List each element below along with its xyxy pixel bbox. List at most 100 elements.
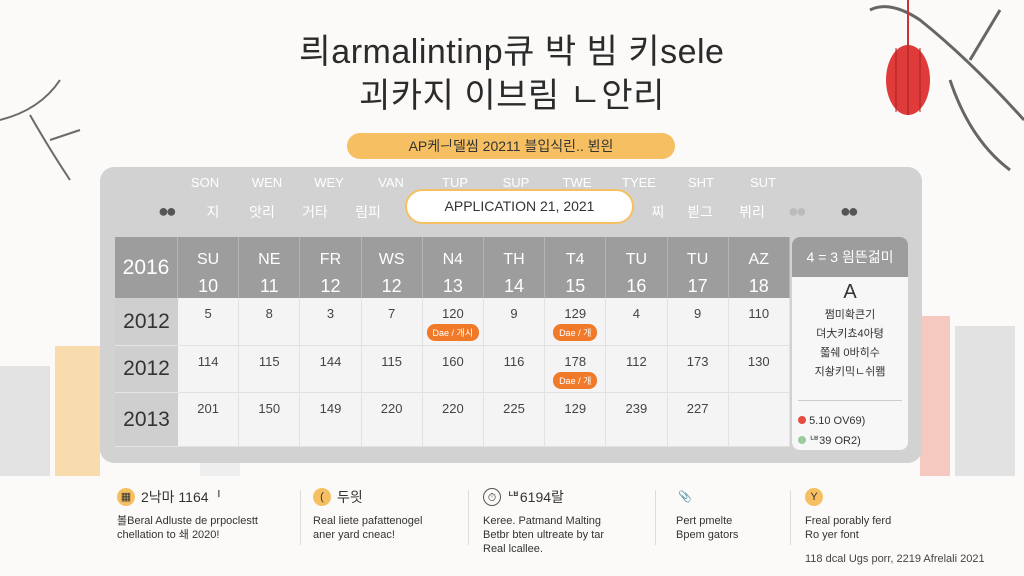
pin-icon: Y [805,488,823,506]
nav-label[interactable]: 찌 [651,204,665,220]
calendar-cell[interactable]: 4 [606,298,668,346]
nav-label[interactable]: 거타 [302,204,328,220]
nav-label[interactable]: 뷔리 [739,204,765,220]
calendar-cell[interactable]: 9 [667,298,729,346]
calendar-cell[interactable]: 173 [667,346,729,393]
calendar-cell[interactable]: 115 [361,346,423,393]
day-name: SHT [688,175,714,190]
prev-arrow-icon[interactable]: ●● [158,201,177,221]
calendar-cell[interactable]: 3 [300,298,362,346]
cell-value: 120 [441,306,464,321]
row-year: 2012 [115,298,178,346]
calendar-cell[interactable]: 149 [300,393,362,447]
timer-icon: ⏱ [483,488,501,506]
calendar-cell[interactable]: 7 [361,298,423,346]
nav-label[interactable]: 븯그 [687,204,713,220]
column-date: 12 [320,276,341,296]
calendar-cell[interactable]: 220 [361,393,423,447]
info-block: (두읫 Real liete pafattenogel aner yard cne… [313,488,423,541]
calendar-cell[interactable]: 144 [300,346,362,393]
cell-value: 115 [381,354,403,369]
calendar-cell[interactable]: 225 [483,393,546,447]
info-block: 📎 Pert pmelte Bpem gators [676,488,786,542]
cell-value: 239 [625,401,648,416]
calendar-grid: 2016 SU 10 NE 11 FR 12 WS 12 N4 13 TH 14 T4 15 TU 16 TU 17… [115,237,790,447]
calendar-cell[interactable]: 227 [667,393,729,447]
cell-value: 4 [632,306,641,321]
headline-line-1: 릐armalintinp큐 박 빔 키sele [299,33,725,71]
calendar-cell[interactable]: 130 [728,346,790,393]
calendar-cell[interactable]: 115 [239,346,301,393]
calendar-cell[interactable]: 160 [422,346,484,393]
cell-value: 227 [686,401,709,416]
side-panel-letter: A [843,281,857,303]
calendar-cell[interactable] [728,393,790,447]
column-header[interactable]: FR 12 [300,237,362,298]
nav-label[interactable]: 앗리 [249,204,275,220]
day-name: SUP [502,175,530,190]
calendar-cell[interactable]: 129 [545,393,607,447]
cell-value: 220 [441,401,464,416]
column-header[interactable]: TU 17 [667,237,729,298]
cell-value: 112 [626,354,647,369]
cell-value: 3 [326,306,335,321]
calendar-cell[interactable]: 178 Dae / 개 [545,346,607,393]
column-day: N4 [442,251,464,268]
calendar-cell[interactable]: 9 [483,298,546,346]
column-header[interactable]: T4 15 [545,237,607,298]
column-date: 11 [259,276,279,296]
calendar-cell[interactable]: 220 [422,393,484,447]
calendar-icon: ▦ [117,488,135,506]
cell-value: 201 [197,401,219,416]
column-header[interactable]: N4 13 [422,237,484,298]
day-name: WEN [251,175,283,190]
banner-pill[interactable]: AP케ᅴ델씸 20211 블입식린.. 뵌읜 [347,133,675,159]
calendar-cell[interactable]: 239 [606,393,668,447]
column-date: 12 [381,276,402,296]
calendar-cell[interactable]: 114 [178,346,240,393]
column-date: 13 [442,276,463,296]
calendar-cell[interactable]: 116 [483,346,546,393]
cell-value: 115 [258,354,280,369]
column-header[interactable]: WS 12 [361,237,423,298]
calendar-cell[interactable]: 129 Dae / 개 [545,298,607,346]
event-tag[interactable]: Dae / 개 [553,324,598,341]
cell-value: 116 [503,354,525,369]
column-date: 10 [198,276,219,296]
column-day: AZ [748,251,769,268]
calendar-cell[interactable]: 112 [606,346,668,393]
branch-right-decoration [869,0,1024,172]
cell-value: 7 [388,306,396,321]
day-name: TYEE [622,175,656,190]
info-block: ▦ 2낙마 1164ᅵ 볼Beral Adluste de prpoclestt c… [117,488,258,541]
next-arrow-faded-icon[interactable]: ●● [788,201,807,221]
cell-value: 5 [204,306,212,321]
column-header[interactable]: TH 14 [483,237,546,298]
nav-label[interactable]: 림피 [355,204,381,220]
day-name: WEY [314,175,344,190]
cell-value: 114 [197,354,219,369]
nav-label[interactable]: 지 [206,204,220,220]
column-header[interactable]: SU 10 [178,237,240,298]
calendar-cell[interactable]: 110 [728,298,790,346]
column-day: WS [378,251,405,268]
calendar-cell[interactable]: 201 [178,393,240,447]
event-tag[interactable]: Dae / 개 [553,372,598,389]
column-day: NE [258,251,281,268]
day-name: SON [190,175,220,190]
calendar-cell[interactable]: 5 [178,298,240,346]
calendar-cell[interactable]: 8 [239,298,301,346]
next-arrow-icon[interactable]: ●● [840,201,859,221]
cell-value: 150 [258,401,281,416]
day-name: TWE [562,175,592,190]
date-selector[interactable]: APPLICATION 21, 2021 [405,189,634,224]
calendar-cell[interactable]: 150 [239,393,301,447]
column-header[interactable]: AZ 18 [728,237,790,298]
footer-note: 118 dcal Ugs porr, 2219 Afrelali 2021 [805,553,985,565]
green-dot-icon [798,436,806,444]
corner-year: 2016 [115,237,178,298]
event-tag[interactable]: Dae / 개시 [426,324,480,341]
calendar-cell[interactable]: 120 Dae / 개시 [422,298,484,346]
column-header[interactable]: TU 16 [606,237,668,298]
column-header[interactable]: NE 11 [239,237,301,298]
